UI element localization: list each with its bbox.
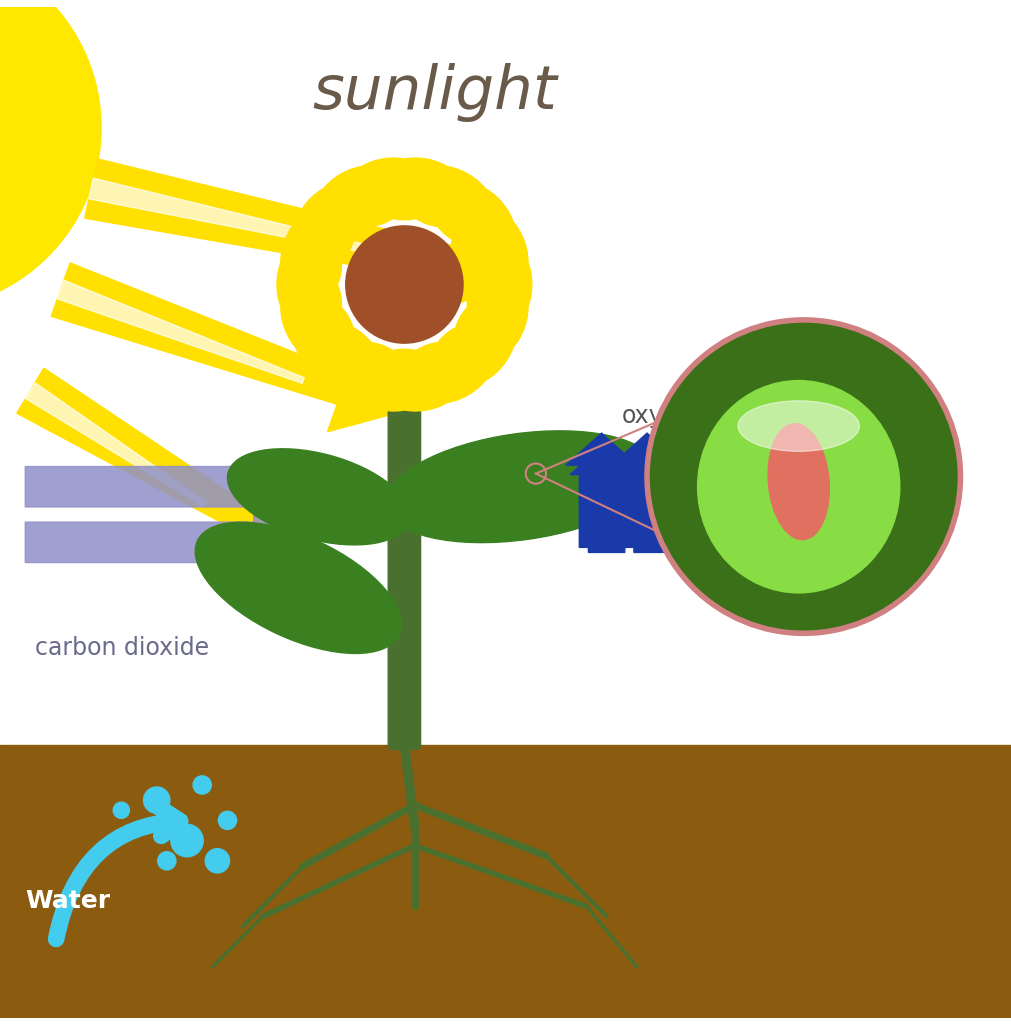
Ellipse shape [316,350,386,402]
Ellipse shape [195,522,401,653]
Polygon shape [25,457,298,517]
Circle shape [113,802,129,818]
Ellipse shape [281,285,329,357]
Polygon shape [616,441,688,552]
Polygon shape [85,159,526,310]
Polygon shape [25,512,298,572]
Ellipse shape [456,184,515,249]
Ellipse shape [432,324,481,369]
Text: carbon dioxide: carbon dioxide [35,637,209,660]
Ellipse shape [385,431,656,543]
Ellipse shape [480,212,528,285]
Polygon shape [612,433,682,548]
Circle shape [0,0,101,310]
Ellipse shape [423,350,492,402]
Circle shape [193,776,211,794]
Ellipse shape [349,368,424,411]
Ellipse shape [489,247,532,323]
Polygon shape [52,263,404,432]
Circle shape [346,226,463,343]
Text: sunlight: sunlight [312,62,557,122]
FancyArrowPatch shape [57,808,180,939]
Ellipse shape [385,158,460,202]
Ellipse shape [768,424,829,540]
Ellipse shape [467,269,500,328]
Ellipse shape [349,342,404,379]
Ellipse shape [314,298,355,351]
FancyBboxPatch shape [388,391,421,750]
Ellipse shape [404,190,460,226]
Ellipse shape [328,324,377,369]
Ellipse shape [227,449,409,545]
Circle shape [158,852,176,870]
Text: oxygen: oxygen [622,403,708,428]
Polygon shape [17,369,283,551]
Polygon shape [58,281,304,383]
Ellipse shape [738,400,859,452]
Ellipse shape [385,368,460,411]
Ellipse shape [456,321,515,385]
Ellipse shape [404,342,460,379]
Ellipse shape [308,269,342,328]
Circle shape [171,824,203,857]
Ellipse shape [277,247,319,323]
Polygon shape [566,433,637,548]
Circle shape [218,811,237,829]
Circle shape [647,319,960,633]
Ellipse shape [328,200,377,245]
Ellipse shape [281,212,329,285]
Ellipse shape [316,166,386,219]
Ellipse shape [467,242,500,299]
Circle shape [144,787,170,813]
Polygon shape [570,441,643,552]
Polygon shape [25,383,206,507]
Ellipse shape [314,217,355,270]
Ellipse shape [375,187,434,220]
Ellipse shape [349,190,404,226]
Bar [0,744,1011,1018]
Polygon shape [89,178,402,260]
Ellipse shape [432,200,481,245]
Ellipse shape [454,298,494,351]
Ellipse shape [294,184,353,249]
Ellipse shape [423,166,492,219]
Ellipse shape [698,381,900,593]
Ellipse shape [308,242,342,299]
Text: Water: Water [25,889,110,913]
Ellipse shape [375,349,434,382]
Circle shape [205,849,229,872]
Ellipse shape [454,217,494,270]
Ellipse shape [480,285,528,357]
Ellipse shape [294,321,353,385]
Ellipse shape [349,158,424,202]
